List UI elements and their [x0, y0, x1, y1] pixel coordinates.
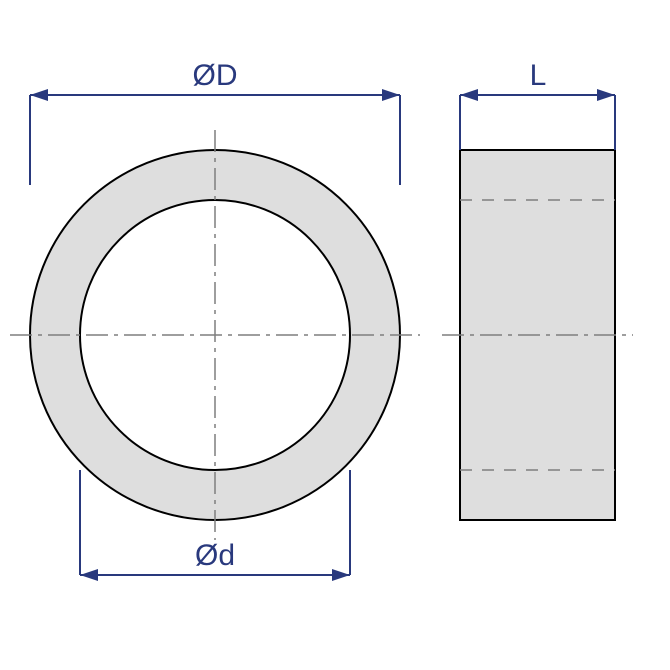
dim-inner-diameter-label: Ød [195, 539, 235, 572]
technical-drawing: ØD Ød L [0, 0, 670, 670]
dim-outer-diameter-label: ØD [193, 59, 238, 92]
dim-length-label: L [530, 59, 547, 92]
